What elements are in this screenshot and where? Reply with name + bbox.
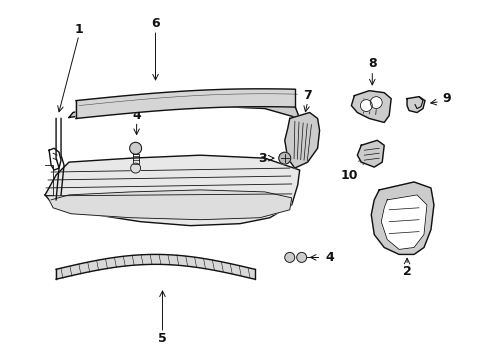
Polygon shape bbox=[49, 148, 61, 170]
Polygon shape bbox=[45, 155, 300, 226]
Text: 8: 8 bbox=[368, 57, 377, 71]
Polygon shape bbox=[69, 93, 300, 118]
Polygon shape bbox=[381, 195, 427, 249]
Text: 5: 5 bbox=[158, 332, 167, 345]
Text: 7: 7 bbox=[303, 89, 312, 102]
Polygon shape bbox=[76, 89, 294, 118]
Polygon shape bbox=[371, 182, 434, 255]
Text: 4: 4 bbox=[132, 109, 141, 122]
Text: 6: 6 bbox=[151, 17, 160, 30]
Text: 9: 9 bbox=[442, 92, 451, 105]
Text: 1: 1 bbox=[74, 23, 83, 36]
Circle shape bbox=[360, 100, 372, 112]
Circle shape bbox=[285, 252, 294, 262]
Circle shape bbox=[131, 163, 141, 173]
Text: 10: 10 bbox=[341, 168, 358, 181]
Text: 2: 2 bbox=[403, 265, 412, 278]
Polygon shape bbox=[407, 96, 425, 113]
Text: 4: 4 bbox=[325, 251, 334, 264]
Circle shape bbox=[130, 142, 142, 154]
Polygon shape bbox=[56, 255, 255, 279]
Polygon shape bbox=[351, 91, 391, 122]
Polygon shape bbox=[285, 113, 319, 168]
Circle shape bbox=[297, 252, 307, 262]
Circle shape bbox=[370, 96, 382, 109]
Polygon shape bbox=[357, 140, 384, 167]
Circle shape bbox=[279, 152, 291, 164]
Text: 3: 3 bbox=[259, 152, 267, 165]
Polygon shape bbox=[49, 190, 292, 220]
